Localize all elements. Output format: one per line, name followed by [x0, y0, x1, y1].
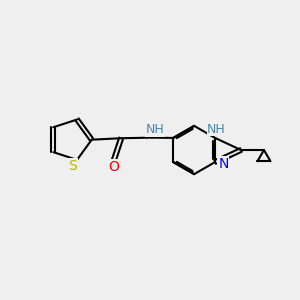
Text: S: S [68, 159, 77, 173]
Text: NH: NH [207, 123, 226, 136]
Text: N: N [218, 157, 229, 170]
Text: NH: NH [146, 123, 164, 136]
Text: O: O [108, 160, 119, 174]
